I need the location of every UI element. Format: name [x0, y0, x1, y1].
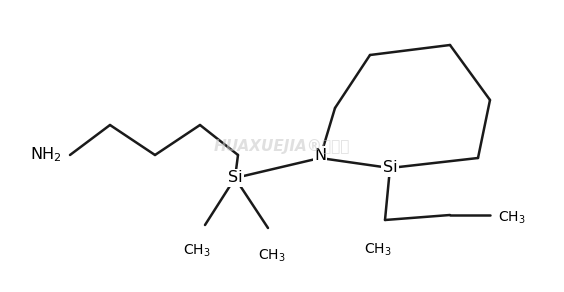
- Text: N: N: [314, 147, 326, 163]
- Text: CH$_3$: CH$_3$: [183, 243, 211, 259]
- Text: Si: Si: [228, 171, 243, 185]
- Text: HUAXUEJIA®化学加: HUAXUEJIA®化学加: [214, 138, 350, 154]
- Text: NH$_2$: NH$_2$: [30, 146, 62, 164]
- Text: CH$_3$: CH$_3$: [364, 242, 392, 258]
- Text: CH$_3$: CH$_3$: [258, 248, 286, 264]
- Text: Si: Si: [383, 161, 397, 175]
- Text: CH$_3$: CH$_3$: [498, 210, 526, 226]
